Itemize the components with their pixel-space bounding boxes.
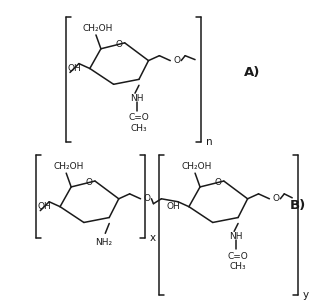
Text: C=O: C=O [129, 113, 149, 122]
Text: x: x [150, 233, 156, 243]
Text: NH: NH [130, 94, 144, 103]
Text: NH₂: NH₂ [95, 238, 112, 247]
Text: O: O [115, 40, 122, 49]
Text: O: O [215, 178, 221, 188]
Text: OH: OH [37, 202, 51, 211]
Text: CH₃: CH₃ [131, 124, 147, 133]
Text: y: y [303, 290, 309, 300]
Text: O: O [273, 194, 280, 203]
Text: CH₂OH: CH₂OH [53, 162, 83, 171]
Text: O: O [85, 178, 93, 188]
Text: B): B) [289, 199, 306, 212]
Text: OH: OH [166, 202, 180, 211]
Text: n: n [206, 137, 213, 146]
Text: OH: OH [67, 64, 81, 73]
Text: NH: NH [229, 232, 243, 241]
Text: C=O: C=O [228, 252, 249, 261]
Text: A): A) [244, 66, 261, 79]
Text: O: O [174, 56, 181, 65]
Text: O: O [144, 194, 151, 203]
Text: CH₂OH: CH₂OH [83, 24, 113, 33]
Text: CH₂OH: CH₂OH [182, 162, 212, 171]
Text: CH₃: CH₃ [230, 262, 246, 271]
